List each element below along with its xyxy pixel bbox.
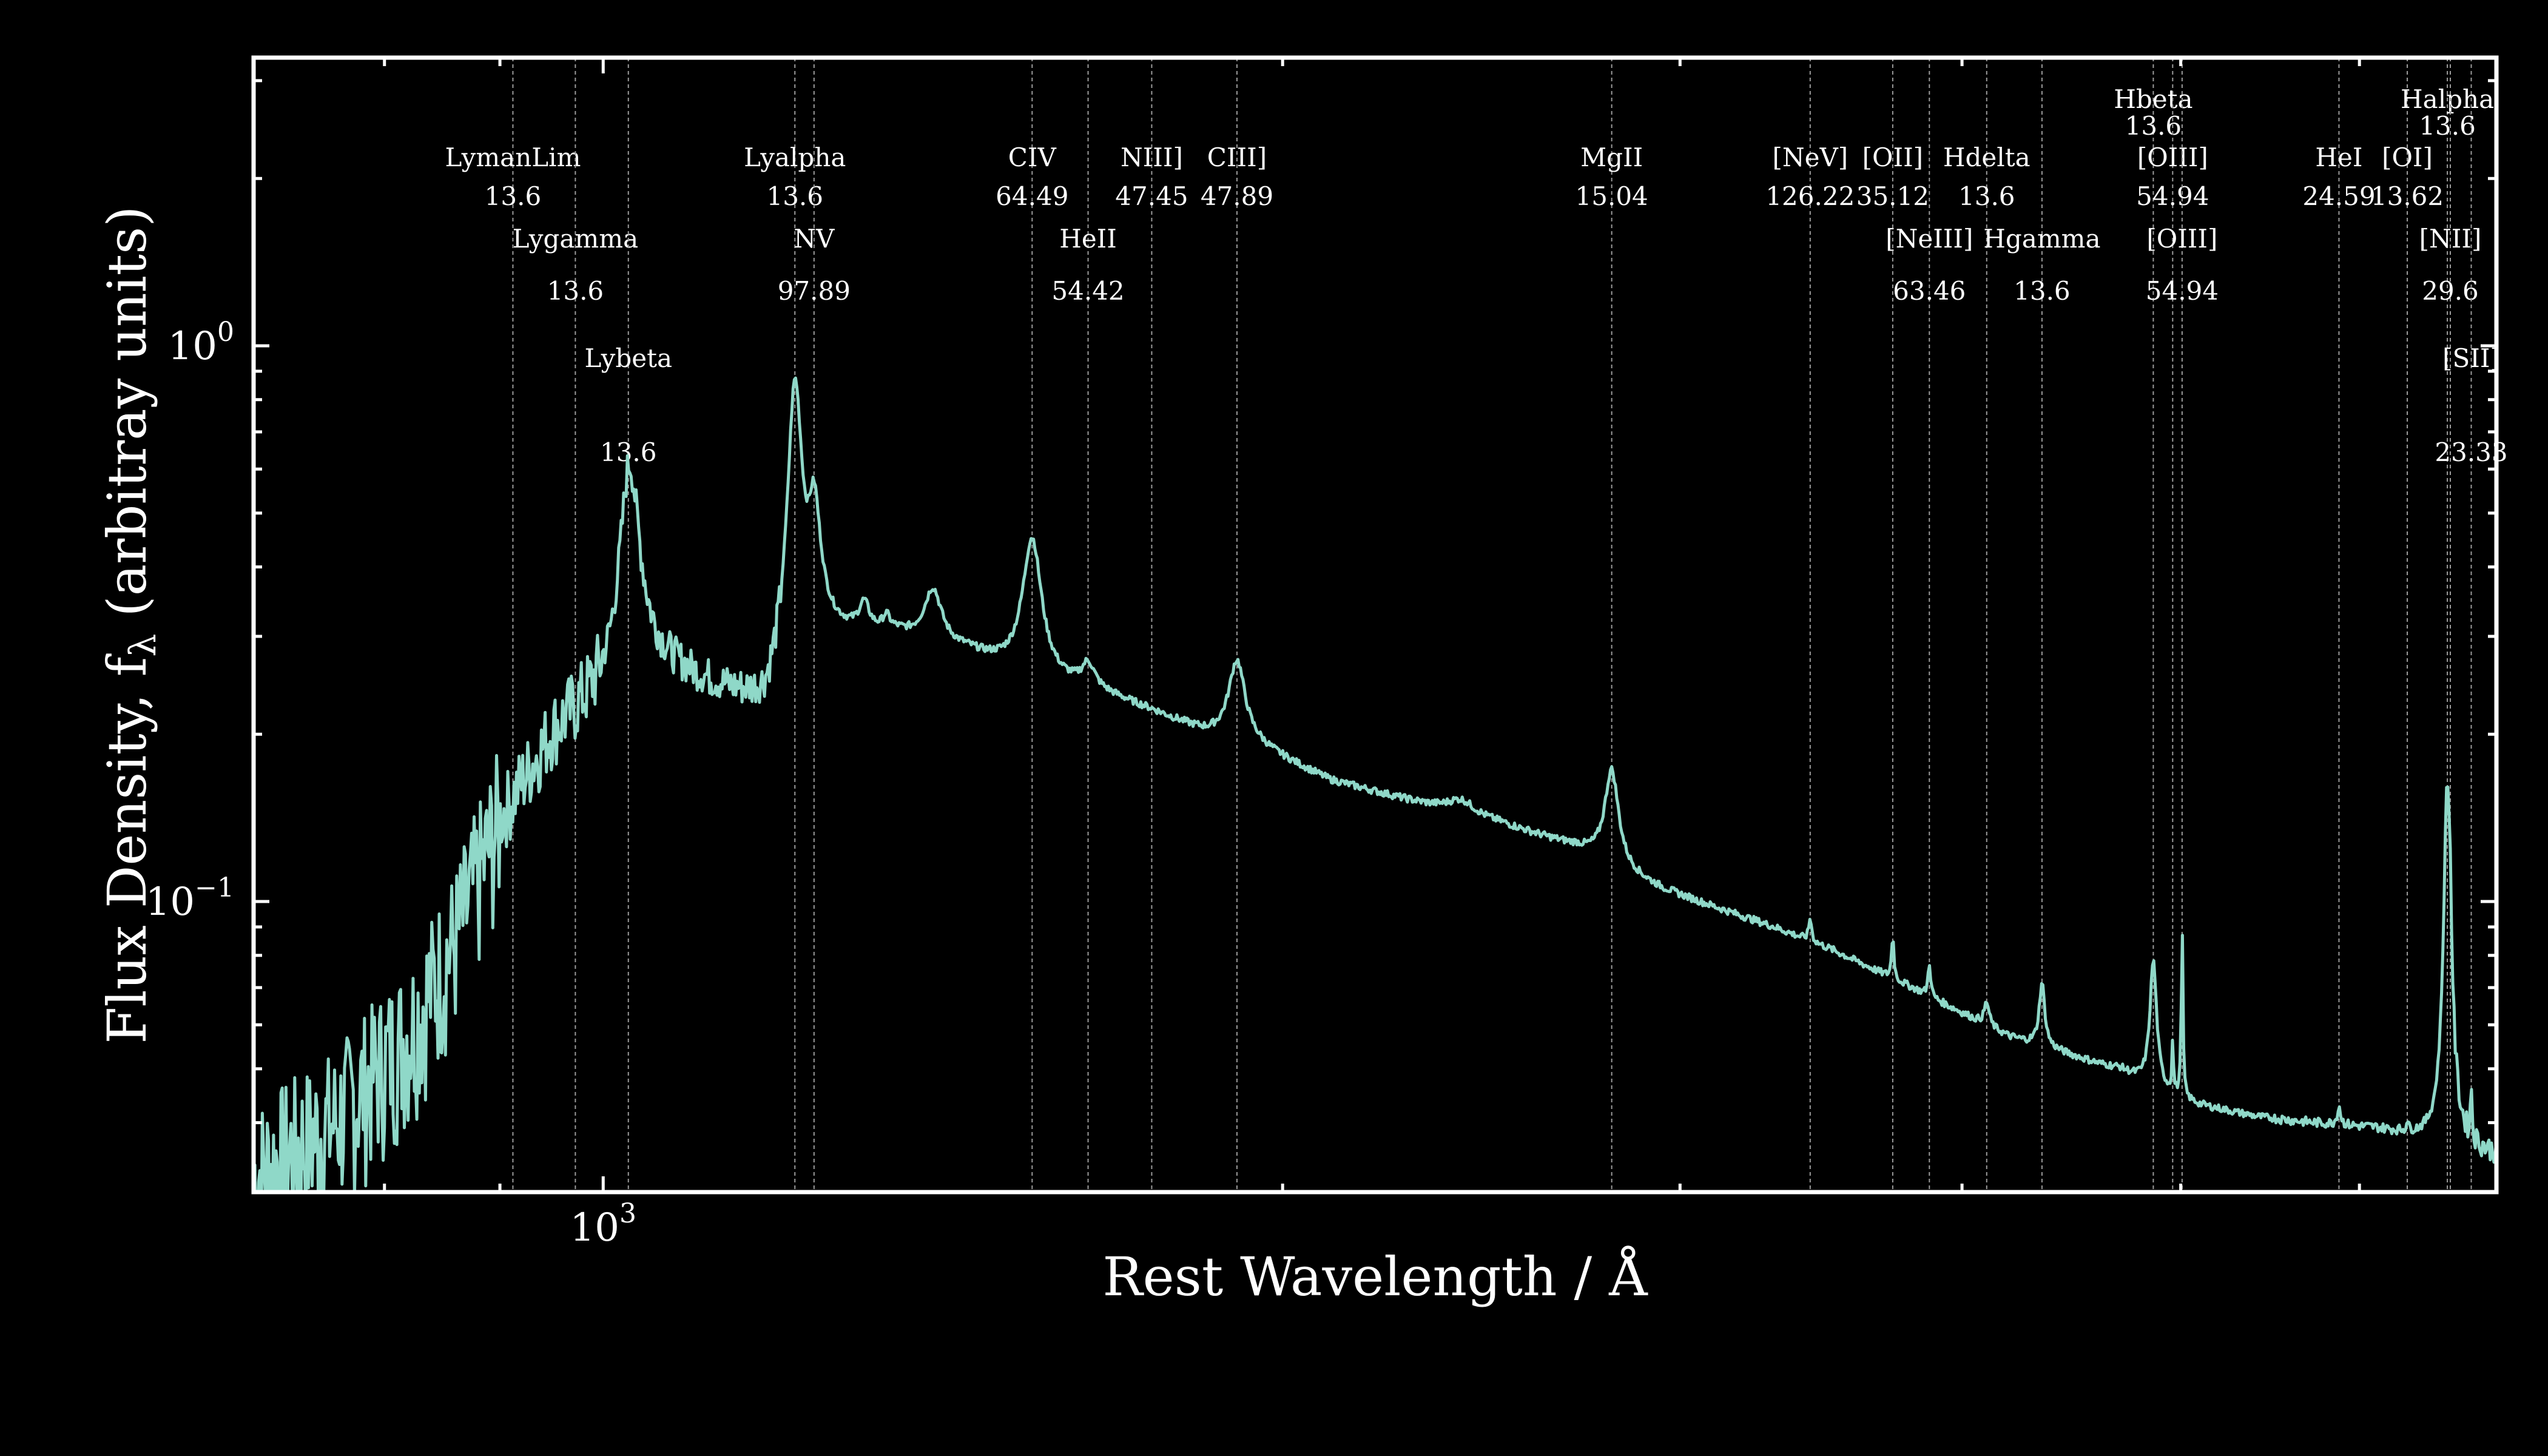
line-marker-name: [OI] <box>2382 143 2433 172</box>
line-marker-name: Hdelta <box>1943 143 2031 172</box>
line-marker-name: [NeIII] <box>1886 224 1973 254</box>
line-marker-name: MgII <box>1580 143 1643 172</box>
line-markers: LymanLim 13.6 Lygamma 13.6 Lybeta 13.6 Lyalpha… <box>445 58 2508 1192</box>
line-marker-value: 15.04 <box>1576 181 1648 211</box>
plot-frame <box>251 55 2499 1195</box>
line-marker-name: HeI <box>2315 143 2362 172</box>
line-marker-name: NV <box>794 224 835 254</box>
x-axis-label: Rest Wavelength / Å <box>1102 1245 1648 1308</box>
y-axis-label-subscript: λ <box>122 634 164 657</box>
line-marker-value: 63.46 <box>1893 276 1966 306</box>
line-marker-value: 13.6 <box>1958 181 2015 211</box>
line-marker-value: 54.42 <box>1051 276 1124 306</box>
y-tick-label: 100 <box>168 317 234 369</box>
line-marker-value: 13.6 <box>2419 111 2476 141</box>
tick-labels: 103 100 10−1 <box>146 317 636 1250</box>
spectrum-series <box>254 376 2496 1192</box>
line-marker-value: 126.22 <box>1765 181 1855 211</box>
line-marker-value: 97.89 <box>778 276 851 306</box>
line-marker-name: CIV <box>1008 143 1057 172</box>
line-marker-value: 24.59 <box>2302 181 2375 211</box>
line-marker-value: 13.6 <box>766 181 823 211</box>
line-marker-name: Halpha <box>2401 84 2494 114</box>
y-axis-label-suffix: (arbitray units) <box>96 206 158 633</box>
line-marker-name: [OIII] <box>2146 224 2217 254</box>
line-marker-value: 13.6 <box>547 276 604 306</box>
y-axis-label-main: Flux Density, f <box>96 653 158 1043</box>
line-marker-value: 13.62 <box>2371 181 2444 211</box>
y-axis-label: Flux Density, fλ (arbitray units) <box>96 206 164 1043</box>
line-marker-name: Lyalpha <box>744 143 846 172</box>
line-marker-name: [SII] <box>2442 343 2500 373</box>
line-marker-value: 47.45 <box>1115 181 1188 211</box>
line-marker-name: [OII] <box>1862 143 1923 172</box>
line-marker-name: Hbeta <box>2114 84 2192 114</box>
line-marker-value: 47.89 <box>1201 181 1273 211</box>
line-marker-value: 54.94 <box>2136 181 2209 211</box>
line-marker-name: Lybeta <box>584 343 672 373</box>
line-marker-name: [OIII] <box>2137 143 2208 172</box>
line-marker-name: HeII <box>1059 224 1117 254</box>
spectrum-line <box>254 376 2496 1192</box>
line-marker-name: CIII] <box>1207 143 1267 172</box>
x-tick-label: 103 <box>570 1198 636 1250</box>
line-marker-name: Lygamma <box>513 224 639 254</box>
line-marker-name: [NeV] <box>1772 143 1848 172</box>
line-marker-name: LymanLim <box>445 143 581 172</box>
line-marker-value: 29.6 <box>2422 276 2479 306</box>
y-tick-label: 10−1 <box>146 872 234 925</box>
line-marker-name: Hgamma <box>1983 224 2100 254</box>
line-marker-name: [NII] <box>2419 224 2482 254</box>
line-marker-name: NIII] <box>1121 143 1183 172</box>
line-marker-value: 54.94 <box>2146 276 2219 306</box>
line-marker-value: 13.6 <box>485 181 542 211</box>
line-marker-value: 35.12 <box>1856 181 1929 211</box>
line-marker-value: 13.6 <box>2014 276 2071 306</box>
line-marker-value: 64.49 <box>996 181 1068 211</box>
